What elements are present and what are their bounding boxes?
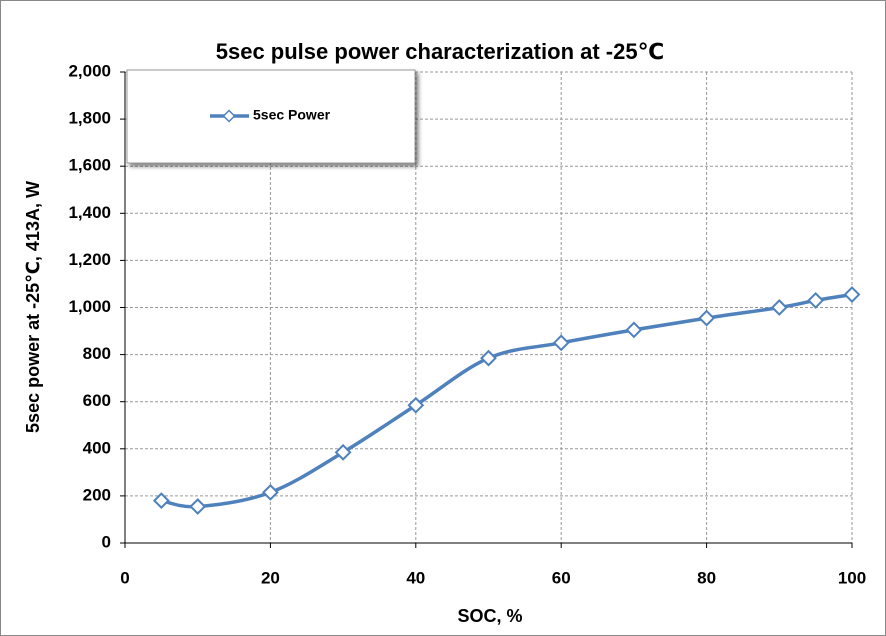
x-tick-label: 40 xyxy=(406,568,425,587)
data-point xyxy=(552,334,570,352)
y-tick-label: 1,400 xyxy=(68,203,111,222)
data-point xyxy=(625,321,643,339)
y-tick-label: 1,000 xyxy=(68,297,111,316)
data-point xyxy=(770,299,788,316)
data-point xyxy=(698,309,716,327)
y-tick-label: 1,800 xyxy=(68,109,111,128)
chart-title: 5sec pulse power characterization at -25… xyxy=(216,39,664,64)
data-point xyxy=(261,483,279,501)
data-point xyxy=(480,349,497,367)
data-point xyxy=(807,292,825,309)
x-tick-label: 0 xyxy=(120,568,129,587)
y-tick-label: 0 xyxy=(102,532,111,551)
x-tick-label: 80 xyxy=(697,568,716,587)
data-point xyxy=(407,396,425,414)
legend-marker xyxy=(222,109,236,123)
y-tick-label: 1,200 xyxy=(68,250,111,269)
y-tick-label: 800 xyxy=(83,344,111,363)
y-axis-label: 5sec power at -25℃, 413A, W xyxy=(23,181,43,433)
x-tick-label: 20 xyxy=(261,568,280,587)
y-tick-label: 200 xyxy=(83,485,111,504)
data-point xyxy=(843,286,861,303)
x-axis-label: SOC, % xyxy=(457,606,522,626)
data-point xyxy=(189,498,207,515)
y-tick-label: 1,600 xyxy=(68,156,111,175)
y-tick-label: 600 xyxy=(83,391,111,410)
legend: 5sec Power xyxy=(126,69,416,164)
legend-label: 5sec Power xyxy=(253,107,331,123)
data-point xyxy=(152,492,170,510)
y-tick-label: 400 xyxy=(83,438,111,457)
data-point xyxy=(334,443,352,461)
x-tick-label: 100 xyxy=(838,568,866,587)
x-tick-label: 60 xyxy=(552,568,571,587)
legend-box xyxy=(126,69,416,164)
y-tick-label: 2,000 xyxy=(68,61,111,80)
